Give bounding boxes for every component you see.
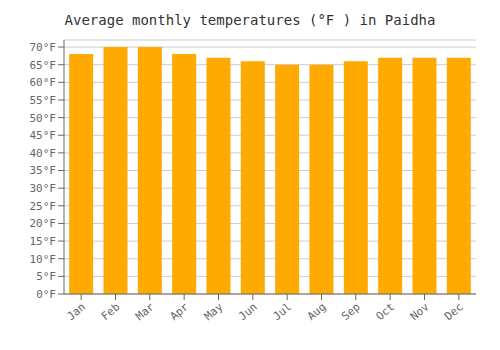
svg-text:Jul: Jul: [271, 300, 295, 323]
html-text:Average monthly temperatures (: Average monthly temperatures (°F ) in Pa…: [64, 12, 436, 28]
svg-text:Nov: Nov: [408, 300, 432, 323]
svg-text:May: May: [202, 300, 226, 323]
svg-text:Apr: Apr: [168, 300, 192, 323]
svg-text:45°F: 45°F: [30, 129, 57, 142]
svg-text:Jan: Jan: [65, 300, 89, 323]
svg-text:Sep: Sep: [339, 300, 363, 323]
svg-text:40°F: 40°F: [30, 147, 57, 160]
svg-text:10°F: 10°F: [30, 253, 57, 266]
svg-text:25°F: 25°F: [30, 200, 57, 213]
svg-text:Oct: Oct: [374, 300, 398, 323]
svg-text:35°F: 35°F: [30, 164, 57, 177]
svg-text:Mar: Mar: [133, 300, 157, 323]
svg-text:0°F: 0°F: [36, 288, 56, 301]
svg-text:Aug: Aug: [305, 300, 329, 323]
svg-text:50°F: 50°F: [30, 112, 57, 125]
svg-text:30°F: 30°F: [30, 182, 57, 195]
svg-text:Dec: Dec: [442, 300, 466, 323]
svg-text:65°F: 65°F: [30, 59, 57, 72]
svg-text:60°F: 60°F: [30, 76, 57, 89]
svg-text:5°F: 5°F: [36, 270, 56, 283]
svg-text:20°F: 20°F: [30, 217, 57, 230]
svg-text:55°F: 55°F: [30, 94, 57, 107]
svg-text:Jun: Jun: [236, 300, 260, 323]
svg-text:15°F: 15°F: [30, 235, 57, 248]
svg-text:Feb: Feb: [99, 300, 123, 323]
svg-text:70°F: 70°F: [30, 41, 57, 54]
